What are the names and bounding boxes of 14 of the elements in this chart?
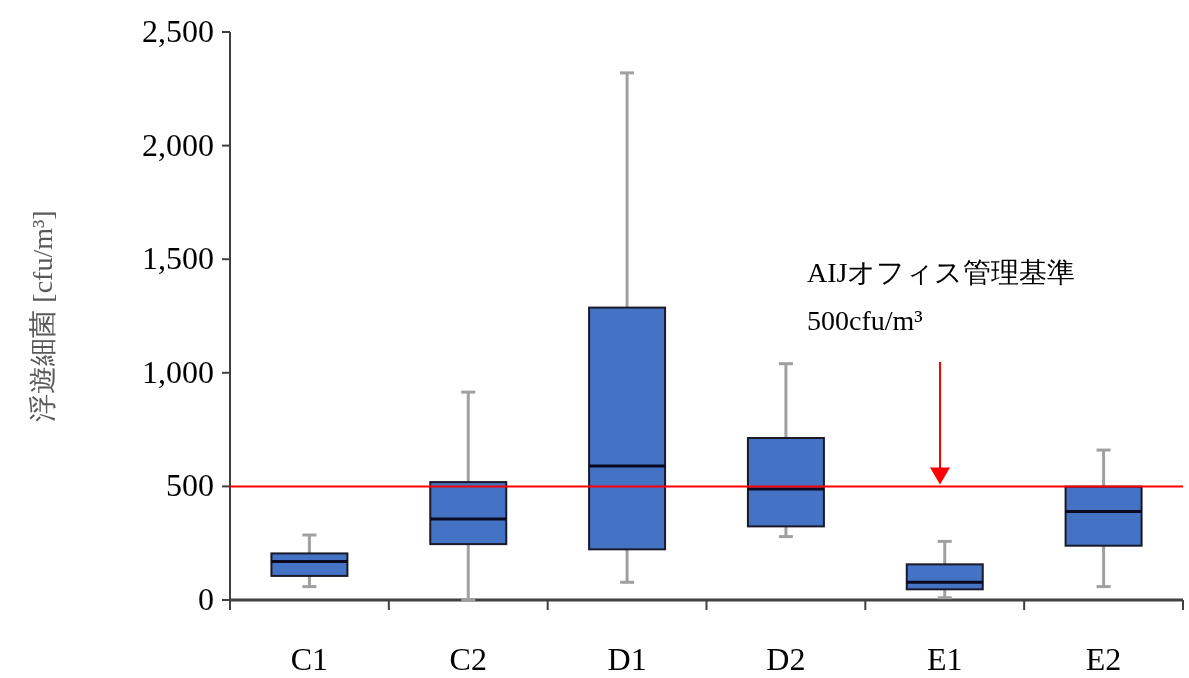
x-tick-label: C2 <box>449 641 487 677</box>
x-tick-label: E1 <box>926 641 963 677</box>
x-tick-label: D1 <box>607 641 647 677</box>
x-tick-label: E2 <box>1085 641 1122 677</box>
y-tick-label: 0 <box>198 581 214 617</box>
y-tick-label: 2,000 <box>142 126 214 163</box>
y-tick-label: 2,500 <box>142 13 214 49</box>
y-tick-label: 1,000 <box>142 353 214 390</box>
y-tick-label: 1,500 <box>142 240 214 277</box>
x-tick-label: C1 <box>290 641 329 677</box>
y-axis-title: 浮遊細菌 [cfu/m³] <box>27 210 58 422</box>
x-tick-label: D2 <box>766 641 806 677</box>
y-tick-label: 500 <box>166 467 214 504</box>
annotation: AIJオフィス管理基準 500cfu/m³ <box>807 257 1076 336</box>
